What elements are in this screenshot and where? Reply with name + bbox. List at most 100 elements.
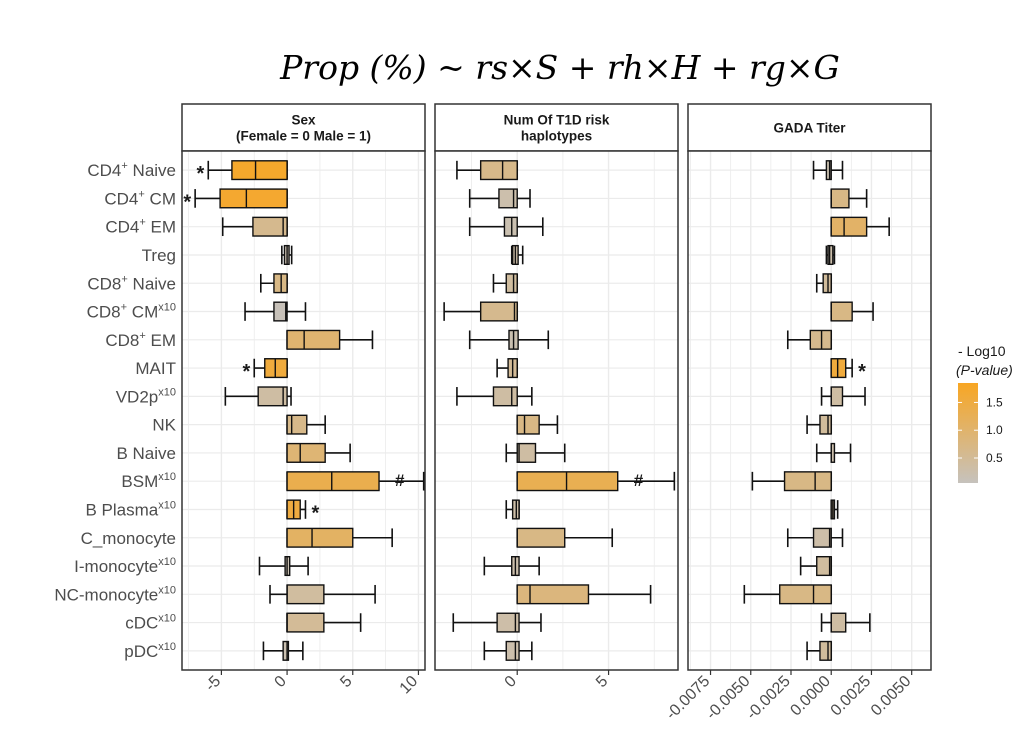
panel-strip-label: Sex: [291, 113, 316, 128]
box-rect: [516, 414, 540, 435]
legend-tick-label: 0.5: [986, 451, 1003, 465]
panel-strip: [181, 103, 426, 152]
box-1-14: [286, 527, 393, 548]
category-label: CD8+ Naive: [87, 273, 176, 293]
box-1-18: [262, 640, 304, 661]
box-2-8: [496, 358, 519, 379]
panel-strip: [434, 103, 679, 152]
box-1-15: [258, 555, 309, 577]
box-3-1: [812, 160, 844, 181]
box-2-6: [443, 301, 519, 322]
category-label: VD2px10: [116, 386, 176, 406]
x-tick-label: 0.0025: [828, 673, 875, 720]
category-label: CD4+ EM: [105, 217, 176, 237]
box-rect: [830, 358, 847, 379]
panel-strip-label: GADA Titer: [773, 121, 846, 136]
box-rect: [231, 160, 288, 181]
box-rect: [809, 329, 832, 350]
box-3-6: [830, 301, 874, 322]
panel-strip-label: Num Of T1D risk: [504, 113, 610, 128]
category-label: B Naive: [116, 444, 176, 463]
box-3-16: [743, 584, 833, 605]
box-1-8: *: [242, 358, 288, 383]
box-3-17: [820, 612, 871, 633]
significance-hash: #: [634, 471, 644, 490]
significance-asterisk: *: [858, 361, 866, 383]
x-tick-label: -0.0050: [703, 673, 753, 723]
box-rect: [492, 386, 518, 407]
box-2-5: [492, 273, 519, 294]
box-3-10: [806, 414, 833, 435]
box-rect: [286, 442, 326, 463]
box-2-12: #: [516, 471, 676, 492]
box-rect: [219, 188, 288, 209]
box-rect: [286, 471, 380, 492]
category-label: CD4+ CM: [104, 188, 176, 208]
category-label: MAIT: [135, 359, 176, 378]
panel-background: [182, 151, 425, 670]
box-rect: [819, 414, 832, 435]
panel-background: [435, 151, 678, 670]
box-rect: [830, 612, 847, 633]
x-tick-label: 0: [502, 673, 520, 691]
x-tick-label: 10: [397, 673, 422, 698]
box-2-4: [510, 244, 524, 266]
box-2-17: [452, 612, 542, 633]
box-rect: [286, 527, 354, 548]
box-3-8: *: [830, 358, 866, 383]
box-3-9: [820, 386, 866, 407]
box-rect: [257, 386, 288, 407]
box-rect: [516, 442, 537, 463]
box-2-14: [516, 527, 614, 548]
box-rect: [516, 471, 619, 492]
box-3-18: [806, 640, 833, 661]
box-rect: [779, 584, 832, 605]
x-tick-label: -0.0075: [663, 673, 713, 723]
box-3-5: [815, 273, 833, 294]
category-label: Treg: [142, 246, 176, 265]
panel-strip-label: haplotypes: [521, 129, 592, 144]
color-legend: - Log10 (P-value) 1.5 1.0 0.5: [956, 343, 1013, 483]
box-3-11: [815, 442, 852, 463]
significance-asterisk: *: [311, 502, 319, 524]
box-1-5: [260, 273, 288, 294]
legend-tick-label: 1.5: [986, 395, 1003, 409]
category-label: pDCx10: [124, 641, 176, 661]
significance-asterisk: *: [242, 361, 250, 383]
box-rect: [516, 527, 566, 548]
box-rect: [827, 244, 834, 266]
legend-tick-label: 1.0: [986, 423, 1003, 437]
box-3-4: [825, 244, 836, 266]
box-2-3: [468, 216, 544, 237]
box-rect: [516, 584, 590, 605]
category-label: B Plasmax10: [86, 499, 177, 519]
box-rect: [812, 527, 832, 548]
box-1-17: [286, 612, 362, 633]
box-rect: [479, 301, 518, 322]
x-tick-label: 0.0050: [868, 673, 915, 720]
box-3-12: [751, 471, 833, 492]
box-2-15: [483, 555, 540, 577]
panel-strip-label: (Female = 0 Male = 1): [236, 129, 371, 144]
box-rect: [286, 612, 325, 633]
box-1-12: #: [286, 471, 425, 492]
box-rect: [496, 612, 520, 633]
box-rect: [286, 414, 308, 435]
box-rect: [830, 386, 844, 407]
category-label: cDCx10: [125, 613, 176, 633]
x-tick-label: 5: [593, 673, 611, 691]
box-1-2: *: [183, 188, 288, 213]
box-3-3: [830, 216, 890, 237]
box-2-1: [456, 160, 519, 181]
box-3-14: [786, 527, 844, 548]
box-rect: [830, 188, 850, 209]
box-2-11: [505, 442, 566, 463]
category-label: CD8+ CMx10: [87, 302, 176, 322]
box-1-3: [221, 216, 288, 237]
box-rect: [830, 301, 853, 322]
box-rect: [819, 640, 832, 661]
significance-asterisk: *: [183, 191, 191, 213]
box-1-13: *: [286, 499, 319, 524]
box-rect: [505, 640, 520, 661]
